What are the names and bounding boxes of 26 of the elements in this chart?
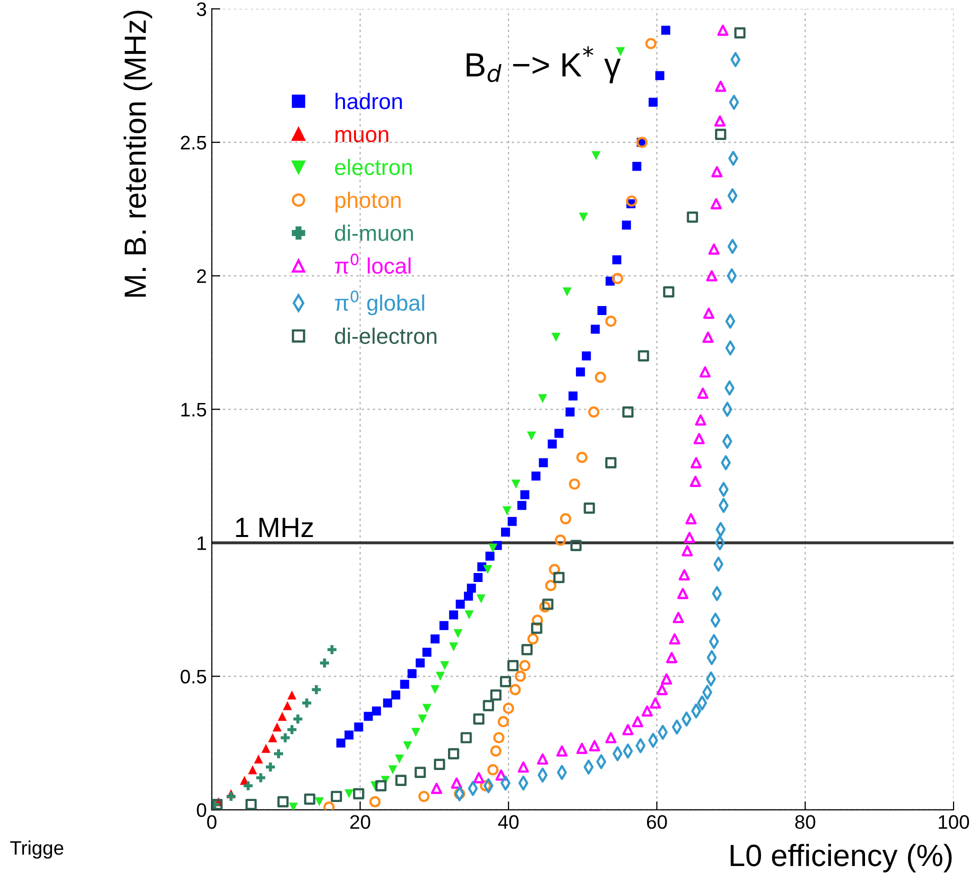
x-tick-label: 20 <box>350 815 370 829</box>
legend-label: di-electron <box>335 328 436 344</box>
text: Trigge <box>10 840 64 859</box>
y-tick-label: 2 <box>197 269 206 283</box>
legend-label: electron <box>335 158 412 176</box>
y-tick-label: 1.5 <box>181 402 206 417</box>
legend-label: photon <box>336 192 401 212</box>
y-axis-title: M. B. retention (MHz) <box>124 10 152 297</box>
ref-line-label: 1 MHz <box>236 518 313 538</box>
x-tick-label: 80 <box>795 815 816 829</box>
y-tick-label: 0.5 <box>180 670 206 684</box>
y-tick-label: 0 <box>196 803 206 818</box>
y-tick-label: 1 <box>198 536 206 550</box>
legend-label: di-muon <box>335 224 413 241</box>
legend-label: muon <box>336 130 388 142</box>
y-tick-label: 2.5 <box>180 136 206 150</box>
legend-label: π$^{0}$ local <box>334 253 411 274</box>
x-tick-label: 100 <box>938 815 970 829</box>
legend-label: π$^{0}$ global <box>334 290 424 316</box>
annotation: B$_{d}$ −> K$^{*}$ γ <box>466 46 621 84</box>
x-tick-label: 60 <box>647 815 667 829</box>
x-tick-label: 40 <box>498 815 519 829</box>
y-tick-label: 3 <box>196 2 206 16</box>
x-tick-label: 0 <box>207 815 216 829</box>
legend-label: hadron <box>336 92 402 110</box>
x-axis-title: L0 efficiency (%) <box>730 844 952 872</box>
